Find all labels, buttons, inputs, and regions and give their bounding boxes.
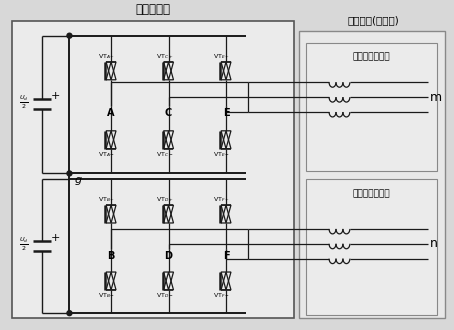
Text: VT$_{F+}$: VT$_{F+}$: [213, 195, 230, 204]
Text: E: E: [223, 108, 229, 118]
Text: VT$_{D-}$: VT$_{D-}$: [156, 291, 173, 300]
Circle shape: [67, 33, 72, 38]
Text: A: A: [107, 108, 115, 118]
Text: $\frac{U_d}{2}$: $\frac{U_d}{2}$: [19, 93, 29, 111]
Text: VT$_{F-}$: VT$_{F-}$: [213, 291, 230, 300]
Text: n: n: [430, 237, 438, 250]
Text: B: B: [108, 251, 115, 261]
Text: +: +: [51, 91, 60, 101]
Bar: [306, 180, 437, 315]
Text: m: m: [430, 91, 442, 104]
Text: 定子第二套绕组: 定子第二套绕组: [353, 189, 390, 198]
Text: 定子第一套绕组: 定子第一套绕组: [353, 52, 390, 61]
Text: VT$_{C-}$: VT$_{C-}$: [156, 149, 173, 158]
Text: VT$_{A-}$: VT$_{A-}$: [98, 149, 115, 158]
Text: g: g: [74, 176, 82, 185]
Text: VT$_{B+}$: VT$_{B+}$: [98, 195, 115, 204]
Text: +: +: [51, 233, 60, 243]
Text: VT$_{D+}$: VT$_{D+}$: [156, 195, 173, 204]
Circle shape: [67, 311, 72, 315]
Text: F: F: [223, 251, 229, 261]
Text: 六相逆变器: 六相逆变器: [135, 3, 170, 16]
Text: VT$_{B-}$: VT$_{B-}$: [98, 291, 115, 300]
Text: 六相电机(定子侧): 六相电机(定子侧): [348, 15, 400, 25]
Text: $\frac{U_d}{2}$: $\frac{U_d}{2}$: [19, 235, 29, 253]
Text: VT$_{A+}$: VT$_{A+}$: [98, 52, 115, 61]
Text: VT$_{C+}$: VT$_{C+}$: [156, 52, 173, 61]
Bar: [306, 43, 437, 172]
Bar: [299, 31, 445, 318]
Text: VT$_{E-}$: VT$_{E-}$: [213, 149, 230, 158]
Text: D: D: [164, 251, 173, 261]
Circle shape: [67, 171, 72, 176]
Text: C: C: [165, 108, 172, 118]
Text: VT$_{E+}$: VT$_{E+}$: [213, 52, 230, 61]
Bar: [12, 21, 294, 318]
